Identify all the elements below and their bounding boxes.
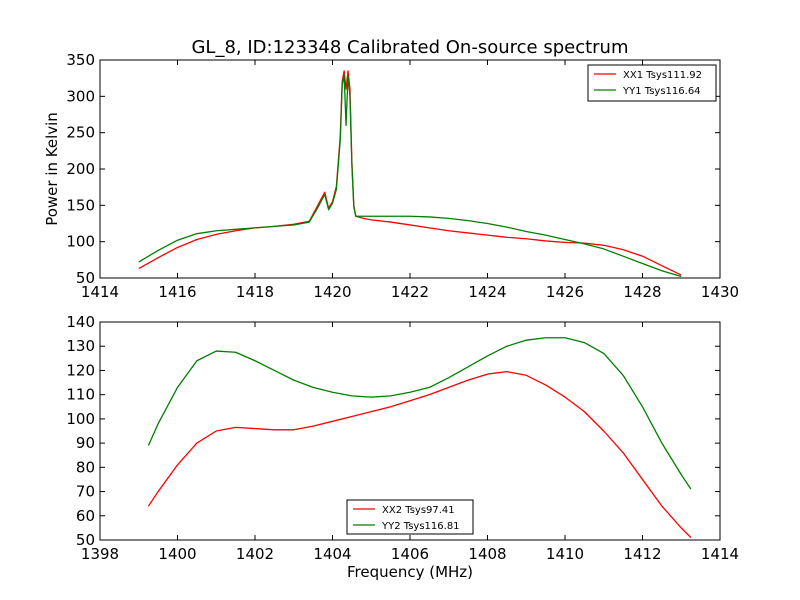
y-tick-label: 50 bbox=[76, 269, 95, 287]
series-line-2 bbox=[138, 73, 682, 278]
y-tick-label: 90 bbox=[76, 434, 95, 452]
legend-label: YY2 Tsys116.81 bbox=[381, 521, 460, 532]
y-tick-label: 300 bbox=[66, 87, 95, 105]
y-tick-label: 120 bbox=[66, 361, 95, 379]
y-tick-label: 50 bbox=[76, 531, 95, 549]
x-tick-label: 1406 bbox=[391, 545, 429, 563]
x-tick-label: 1398 bbox=[81, 545, 119, 563]
x-tick-label: 1418 bbox=[236, 283, 274, 301]
x-tick-label: 1410 bbox=[546, 545, 584, 563]
y-tick-label: 140 bbox=[66, 313, 95, 331]
x-tick-label: 1430 bbox=[701, 283, 739, 301]
x-tick-label: 1424 bbox=[468, 283, 506, 301]
x-tick-label: 1420 bbox=[313, 283, 351, 301]
x-tick-label: 1402 bbox=[236, 545, 274, 563]
x-tick-label: 1426 bbox=[546, 283, 584, 301]
x-tick-label: 1412 bbox=[623, 545, 661, 563]
x-tick-label: 1416 bbox=[158, 283, 196, 301]
legend: XX2 Tsys97.41 YY2 Tsys116.81 bbox=[346, 499, 474, 535]
y-tick-label: 350 bbox=[66, 51, 95, 69]
legend: XX1 Tsys111.92 YY1 Tsys116.64 bbox=[587, 64, 717, 102]
y-tick-label: 100 bbox=[66, 410, 95, 428]
legend-label: YY1 Tsys116.64 bbox=[622, 86, 701, 97]
x-tick-label: 1428 bbox=[623, 283, 661, 301]
legend-label: XX2 Tsys97.41 bbox=[382, 505, 455, 516]
y-tick-label: 70 bbox=[76, 483, 95, 501]
x-tick-label: 1414 bbox=[81, 283, 119, 301]
y-axis-label: Power in Kelvin bbox=[43, 112, 61, 226]
figure-title: GL_8, ID:123348 Calibrated On-source spe… bbox=[191, 37, 628, 58]
y-tick-label: 110 bbox=[66, 386, 95, 404]
y-tick-label: 100 bbox=[66, 233, 95, 251]
series-line-2 bbox=[147, 337, 692, 490]
y-tick-label: 130 bbox=[66, 337, 95, 355]
y-tick-label: 150 bbox=[66, 196, 95, 214]
legend-label: XX1 Tsys111.92 bbox=[623, 70, 702, 81]
x-tick-label: 1408 bbox=[468, 545, 506, 563]
x-tick-label: 1422 bbox=[391, 283, 429, 301]
x-tick-label: 1404 bbox=[313, 545, 351, 563]
subplot-2: 1398 1400 1402 1404 1406 1408 1410 1412 1414 50 60… bbox=[66, 313, 739, 581]
x-axis-label: Frequency (MHz) bbox=[347, 563, 473, 581]
y-tick-label: 200 bbox=[66, 160, 95, 178]
series-line-1 bbox=[147, 371, 692, 539]
subplot-1: 1414 1416 1418 1420 1422 1424 1426 1428 1430 50 10… bbox=[43, 51, 739, 301]
legend-box bbox=[587, 64, 717, 102]
x-tick-label: 1400 bbox=[158, 545, 196, 563]
x-tick-label: 1414 bbox=[701, 545, 739, 563]
y-tick-label: 80 bbox=[76, 458, 95, 476]
legend-box bbox=[346, 499, 474, 535]
y-tick-label: 60 bbox=[76, 507, 95, 525]
y-tick-label: 250 bbox=[66, 124, 95, 142]
plots-layer: 1414 1416 1418 1420 1422 1424 1426 1428 1430 50 10… bbox=[43, 51, 739, 581]
